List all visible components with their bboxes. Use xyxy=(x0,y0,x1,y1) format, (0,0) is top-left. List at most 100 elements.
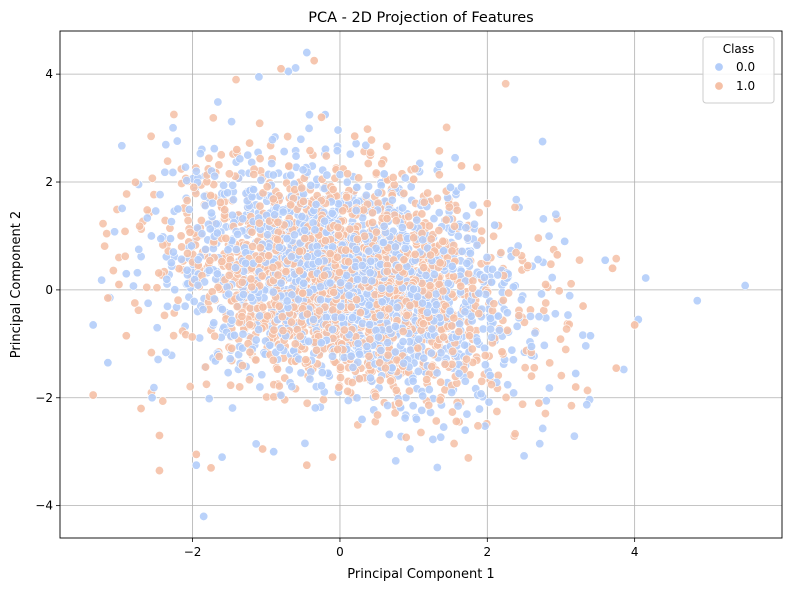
cloud-point xyxy=(224,270,234,280)
legend: Class 0.0 1.0 xyxy=(702,36,775,104)
cloud-point xyxy=(550,309,560,319)
cloud-point xyxy=(155,190,165,200)
cloud-point xyxy=(227,343,237,353)
cloud-point xyxy=(304,123,314,133)
cloud-point xyxy=(384,304,394,314)
cloud-point xyxy=(162,301,172,311)
cloud-point xyxy=(539,340,549,350)
cloud-point xyxy=(351,206,361,216)
cloud-point xyxy=(391,456,401,466)
cloud-point xyxy=(472,162,482,172)
cloud-point xyxy=(146,231,156,241)
cloud-point xyxy=(187,332,197,342)
cloud-point xyxy=(472,240,482,250)
cloud-point xyxy=(295,331,305,341)
cloud-point xyxy=(447,321,457,331)
series-1-point xyxy=(103,293,113,303)
cloud-point xyxy=(494,325,504,335)
cloud-point xyxy=(390,408,400,418)
y-tick-label: 2 xyxy=(45,175,53,189)
cloud-point xyxy=(467,344,477,354)
cloud-point xyxy=(429,214,439,224)
cloud-point xyxy=(223,368,233,378)
cloud-point xyxy=(258,188,268,198)
cloud-point xyxy=(364,351,374,361)
cloud-point xyxy=(180,301,190,311)
cloud-point xyxy=(296,134,306,144)
cloud-point xyxy=(351,139,361,149)
cloud-point xyxy=(213,97,223,107)
cloud-point xyxy=(102,229,112,239)
cloud-point xyxy=(551,209,561,219)
cloud-point xyxy=(204,265,214,275)
cloud-point xyxy=(479,272,489,282)
series-1-point xyxy=(578,301,588,311)
cloud-point xyxy=(275,342,285,352)
cloud-point xyxy=(336,373,346,383)
cloud-point xyxy=(328,325,338,335)
cloud-point xyxy=(410,164,420,174)
cloud-point xyxy=(619,364,629,374)
cloud-point xyxy=(366,256,376,266)
y-tick-label: 4 xyxy=(45,67,53,81)
cloud-point xyxy=(227,315,237,325)
cloud-point xyxy=(457,246,467,256)
cloud-point xyxy=(120,251,130,261)
cloud-point xyxy=(508,282,518,292)
cloud-point xyxy=(329,287,339,297)
cloud-point xyxy=(336,313,346,323)
cloud-point xyxy=(402,310,412,320)
cloud-point xyxy=(217,304,227,314)
cloud-point xyxy=(404,386,414,396)
cloud-point xyxy=(183,216,193,226)
series-0-point xyxy=(490,220,500,230)
cloud-point xyxy=(427,324,437,334)
cloud-point xyxy=(344,290,354,300)
cloud-point xyxy=(257,370,267,380)
cloud-point xyxy=(286,170,296,180)
cloud-point xyxy=(400,173,410,183)
cloud-point xyxy=(298,165,308,175)
cloud-point xyxy=(328,184,338,194)
cloud-point xyxy=(149,383,159,393)
cloud-point xyxy=(268,355,278,365)
cloud-point xyxy=(514,311,524,321)
series-1-point xyxy=(630,320,640,330)
cloud-point xyxy=(158,396,168,406)
cloud-point xyxy=(412,414,422,424)
cloud-point xyxy=(333,125,343,135)
cloud-point xyxy=(486,380,496,390)
cloud-point xyxy=(365,268,375,278)
cloud-point xyxy=(162,274,172,284)
cloud-point xyxy=(300,233,310,243)
cloud-point xyxy=(217,257,227,267)
cloud-point xyxy=(182,176,192,186)
cloud-point xyxy=(336,301,346,311)
series-1-point xyxy=(258,444,268,454)
cloud-point xyxy=(255,382,265,392)
series-0-point xyxy=(254,72,264,82)
cloud-point xyxy=(480,350,490,360)
cloud-point xyxy=(541,280,551,290)
cloud-point xyxy=(371,227,381,237)
cloud-point xyxy=(227,117,237,127)
cloud-point xyxy=(320,216,330,226)
cloud-point xyxy=(108,266,118,276)
cloud-point xyxy=(254,218,264,228)
cloud-point xyxy=(182,196,192,206)
cloud-point xyxy=(509,388,519,398)
series-1-point xyxy=(317,112,327,122)
cloud-point xyxy=(134,244,144,254)
cloud-point xyxy=(255,311,265,321)
cloud-point xyxy=(379,221,389,231)
cloud-point xyxy=(533,233,543,243)
cloud-point xyxy=(520,363,530,373)
cloud-point xyxy=(498,295,508,305)
cloud-point xyxy=(453,401,463,411)
cloud-point xyxy=(146,348,156,358)
cloud-point xyxy=(223,245,233,255)
cloud-point xyxy=(382,267,392,277)
cloud-point xyxy=(299,278,309,288)
cloud-point xyxy=(268,194,278,204)
cloud-point xyxy=(423,188,433,198)
